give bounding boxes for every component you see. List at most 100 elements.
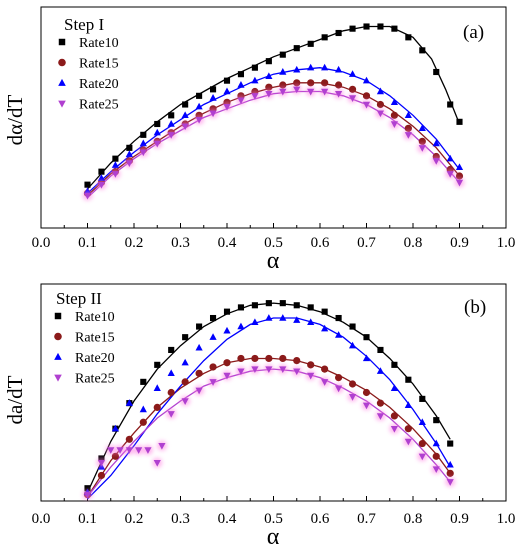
data-point-rate15 <box>376 399 385 407</box>
data-point-rate25 <box>181 123 189 131</box>
x-tick-label: 0.5 <box>264 511 283 527</box>
data-point-rate15 <box>335 374 343 382</box>
data-point-rate15 <box>404 425 412 433</box>
data-point-rate25 <box>83 491 92 499</box>
x-tick-label: 0.0 <box>32 511 51 527</box>
data-point-rate10 <box>377 346 384 354</box>
legend-marker-rate10 <box>58 38 66 46</box>
data-point-rate25 <box>167 132 175 139</box>
fit-lines-a <box>87 25 461 199</box>
legend-marker-rate25 <box>54 374 62 382</box>
x-tick-label: 0.0 <box>32 235 51 251</box>
data-point-rate20 <box>335 331 343 338</box>
data-point-rate15 <box>446 469 454 477</box>
data-point-rate25 <box>455 179 464 187</box>
data-point-rate10 <box>419 47 426 54</box>
data-point-rate10 <box>321 308 328 315</box>
legend-items-b: Rate10 Rate15 Rate20 Rate25 <box>54 310 115 387</box>
data-point-rate25 <box>307 372 315 380</box>
data-point-rate25 <box>279 366 287 374</box>
x-tick-label: 0.4 <box>218 511 237 527</box>
data-point-rate20 <box>153 128 161 136</box>
y-axis-label-a: dα/dT <box>3 94 27 145</box>
data-point-rate25 <box>348 394 357 401</box>
data-point-rate15 <box>321 365 329 373</box>
data-point-rate25 <box>376 110 385 118</box>
data-point-rate20 <box>418 418 426 425</box>
data-point-rate10 <box>209 314 217 322</box>
data-point-rate10 <box>447 101 454 108</box>
data-point-rate25 <box>251 93 259 100</box>
data-point-rate20 <box>237 81 245 88</box>
data-point-rate10 <box>154 120 161 128</box>
data-point-rate10 <box>433 68 440 76</box>
chart-panel-a: 0.0 0.1 0.2 0.3 0.4 0.5 0.6 0.7 0.8 0.9 1.0 Step I… <box>3 6 515 274</box>
data-point-rate20 <box>307 63 315 71</box>
data-point-rate25 <box>265 366 273 374</box>
data-point-rate20 <box>376 367 385 374</box>
x-tick-label: 0.7 <box>357 511 376 527</box>
data-point-rate25 <box>293 86 301 94</box>
data-point-rate25 <box>223 103 231 111</box>
data-point-rate25 <box>135 447 143 454</box>
data-point-rate20 <box>321 324 329 332</box>
data-point-rate25 <box>335 90 343 98</box>
legend-marker-rate20 <box>54 352 62 360</box>
data-point-rate10 <box>182 334 189 341</box>
data-point-rate10 <box>456 118 463 125</box>
data-point-rate25 <box>376 413 385 420</box>
data-point-rate15 <box>390 412 398 420</box>
data-point-rate20 <box>195 102 203 110</box>
data-point-rate25 <box>139 149 147 157</box>
fit-line-rate10 <box>86 302 451 493</box>
data-point-rate20 <box>167 369 175 377</box>
data-point-rate10 <box>307 304 314 311</box>
data-point-rate20 <box>362 354 371 362</box>
data-point-rate25 <box>251 366 259 374</box>
data-point-rate10 <box>251 302 258 309</box>
data-point-rate15 <box>293 356 301 365</box>
data-point-rate25 <box>237 97 245 105</box>
data-point-rate10 <box>335 29 342 37</box>
data-point-rate10 <box>419 395 426 402</box>
data-point-rate15 <box>125 435 133 443</box>
data-point-rate10 <box>405 376 412 383</box>
data-point-rate25 <box>418 145 426 152</box>
data-point-rate10 <box>154 361 161 368</box>
data-point-rate15 <box>265 354 273 363</box>
data-point-rate15 <box>376 100 385 109</box>
data-point-rate20 <box>279 314 287 321</box>
legend-label-rate10: Rate10 <box>75 310 115 325</box>
data-point-rate20 <box>404 111 412 119</box>
data-point-rate15 <box>265 83 273 91</box>
data-point-rate10 <box>168 346 175 354</box>
data-point-rate15 <box>97 471 106 480</box>
legend-label-rate20: Rate20 <box>79 77 119 92</box>
data-point-rate10 <box>363 334 370 341</box>
data-point-rate20 <box>237 322 245 330</box>
data-point-rate20 <box>307 318 315 325</box>
data-point-rate10 <box>405 34 412 41</box>
data-point-rate20 <box>223 87 231 95</box>
legend-marker-rate15 <box>54 332 62 341</box>
x-axis-label-b: α <box>267 524 280 550</box>
data-point-rate10 <box>265 300 272 307</box>
x-tick-label: 0.8 <box>404 511 423 527</box>
x-axis-ticks-a: 0.0 0.1 0.2 0.3 0.4 0.5 0.6 0.7 0.8 0.9 1.0 <box>32 223 515 251</box>
legend-label-rate15: Rate15 <box>75 331 115 346</box>
x-tick-label: 0.3 <box>171 235 190 251</box>
data-point-rate10 <box>223 308 231 315</box>
data-point-rate20 <box>125 399 133 406</box>
data-point-rate25 <box>153 460 161 467</box>
data-point-rate10 <box>84 485 91 492</box>
x-axis-label-a: α <box>267 248 280 274</box>
x-tick-label: 0.7 <box>357 235 376 251</box>
data-point-rate10 <box>279 51 286 58</box>
data-point-rate20 <box>181 358 189 366</box>
data-point-rate25 <box>195 387 203 395</box>
data-point-rate15 <box>348 85 357 93</box>
data-point-rate25 <box>362 402 371 410</box>
data-point-rate10 <box>237 304 245 311</box>
data-point-rate20 <box>348 341 357 349</box>
